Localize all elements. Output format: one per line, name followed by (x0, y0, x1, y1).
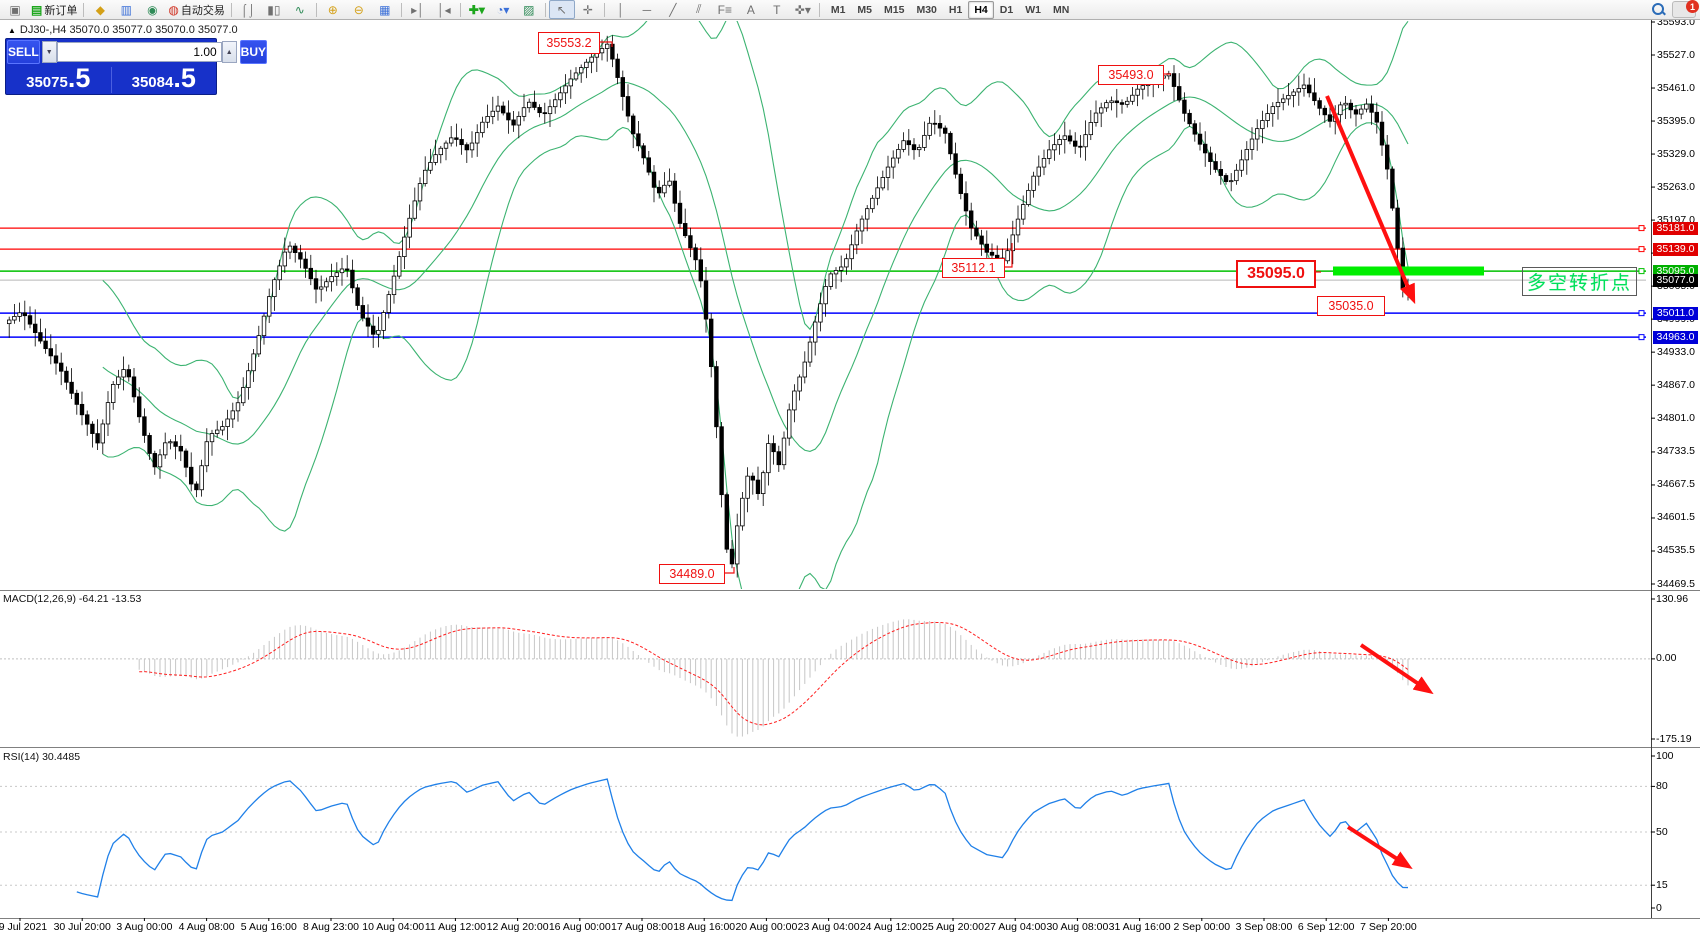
timeframe-m15[interactable]: M15 (884, 3, 905, 16)
hline-icon[interactable]: ─ (634, 0, 660, 19)
crosshair-icon: ✛ (582, 2, 593, 17)
sell-button[interactable]: SELL (7, 40, 40, 64)
vline-icon[interactable]: │ (608, 0, 634, 19)
toolbar-separator (459, 2, 461, 17)
timeframe-d1[interactable]: D1 (999, 3, 1014, 16)
toolbar-separator (603, 2, 605, 17)
indicators-icon[interactable]: ✚▾ (464, 0, 490, 19)
new-order-button: ▤ (31, 2, 43, 17)
timeframe-mn[interactable]: MN (1052, 3, 1070, 16)
auto-scroll-icon[interactable]: ▸│ (405, 0, 431, 19)
channel-icon[interactable]: ⫽ (686, 0, 712, 19)
cursor-icon: ↖ (556, 2, 567, 17)
one-click-trading-panel: SELL ▼ ▲ BUY 35075 .5 35084 .5 (5, 38, 268, 95)
shapes-icon[interactable]: ✜▾ (790, 0, 816, 19)
crosshair-icon[interactable]: ✛ (575, 0, 601, 19)
templates-icon[interactable]: ▨ (516, 0, 542, 19)
chart-window-icon: ▣ (9, 2, 21, 17)
symbol-marker-icon: ▲ (8, 26, 16, 35)
chart-shift-icon[interactable]: │◂ (431, 0, 457, 19)
toolbar-separator (818, 2, 820, 17)
notification-badge: 1 (1686, 0, 1699, 13)
zoom-out-icon: ⊖ (353, 2, 364, 17)
label-icon: T (773, 2, 781, 17)
timeframe-m30[interactable]: M30 (916, 3, 937, 16)
chart-title: ▲ DJ30-,H4 35070.0 35077.0 35070.0 35077.… (8, 24, 238, 36)
vline-icon: │ (617, 2, 625, 17)
market-watch-icon[interactable]: ▥ (113, 0, 139, 19)
toolbar-separator (315, 2, 317, 17)
trendline-icon[interactable]: ╱ (660, 0, 686, 19)
cursor-icon[interactable]: ↖ (548, 0, 575, 19)
price-divider (110, 67, 112, 93)
bar-chart-icon[interactable]: ⌠⌡ (235, 0, 261, 19)
styles-icon[interactable]: ◆ (87, 0, 113, 19)
fibonacci-icon: F≡ (717, 2, 732, 17)
rsi-indicator-label: RSI(14) 30.4485 (3, 751, 81, 763)
zoom-out-icon[interactable]: ⊖ (346, 0, 372, 19)
lot-decrease-button[interactable]: ▼ (41, 41, 57, 63)
lot-size-input[interactable] (56, 42, 222, 62)
buy-price[interactable]: 35084 .5 (131, 63, 196, 93)
timeframe-h4[interactable]: H4 (968, 0, 994, 19)
macd-indicator-label: MACD(12,26,9) -64.21 -13.53 (3, 593, 142, 605)
search-icon[interactable] (1652, 2, 1666, 17)
market-watch-icon: ▥ (120, 2, 133, 17)
timeframe-w1[interactable]: W1 (1025, 3, 1041, 16)
new-order-button[interactable]: ▤ 新订单 (28, 0, 80, 19)
channel-icon: ⫽ (696, 2, 702, 16)
zoom-in-icon: ⊕ (327, 2, 338, 17)
toolbar-separator (544, 2, 546, 17)
candle-chart-icon[interactable]: ▮▯ (261, 0, 287, 19)
autotrading-button[interactable]: ◍ 自动交易 (165, 0, 227, 19)
chart-shift-icon: │◂ (437, 2, 451, 17)
signals-icon: ◉ (147, 2, 158, 17)
timeframe-m5[interactable]: M5 (857, 3, 873, 16)
label-icon[interactable]: T (764, 0, 790, 19)
indicators-icon: ✚▾ (468, 2, 485, 17)
auto-scroll-icon: ▸│ (411, 2, 425, 17)
fibonacci-icon[interactable]: F≡ (712, 0, 738, 19)
zoom-in-icon[interactable]: ⊕ (320, 0, 346, 19)
line-chart-icon: ∿ (294, 2, 305, 17)
text-icon: A (746, 2, 755, 17)
autotrading-button-label: 自动交易 (180, 4, 225, 17)
notifications-icon[interactable]: 1 (1672, 0, 1699, 18)
line-chart-icon[interactable]: ∿ (287, 0, 313, 19)
styles-icon: ◆ (95, 2, 105, 17)
lot-increase-button[interactable]: ▲ (221, 41, 237, 63)
shapes-icon: ✜▾ (794, 2, 811, 17)
sell-price[interactable]: 35075 .5 (26, 63, 91, 93)
timeframe-m1[interactable]: M1 (830, 3, 846, 16)
templates-icon: ▨ (523, 2, 535, 17)
signals-icon[interactable]: ◉ (139, 0, 165, 19)
toolbar: ▣ ▤ 新订单 ◆ ▥ ◉ ◍ 自动交易 ⌠⌡ ▮▯ ∿ ⊕ ⊖ ▦ ▸│ │◂ ✚▾ ◔▾ ▨ ↖ ✛ │ ─ ╱ ⫽ F≡ A T… (0, 0, 1700, 20)
tile-windows-icon: ▦ (379, 2, 391, 17)
trendline-icon: ╱ (669, 2, 677, 17)
text-icon[interactable]: A (738, 0, 764, 19)
hline-icon: ─ (642, 2, 652, 17)
periods-icon[interactable]: ◔▾ (490, 0, 516, 19)
periods-icon: ◔▾ (496, 2, 510, 17)
toolbar-separator (230, 2, 232, 17)
timeframe-h1[interactable]: H1 (948, 3, 963, 16)
new-order-button-label: 新订单 (44, 4, 78, 17)
autotrading-button: ◍ (168, 2, 179, 17)
chart-window-icon[interactable]: ▣ (2, 0, 28, 19)
buy-button[interactable]: BUY (239, 40, 268, 64)
toolbar-separator (400, 2, 402, 17)
bar-chart-icon: ⌠⌡ (240, 2, 256, 17)
toolbar-separator (83, 2, 85, 17)
tile-windows-icon[interactable]: ▦ (372, 0, 398, 19)
candle-chart-icon: ▮▯ (267, 2, 281, 17)
